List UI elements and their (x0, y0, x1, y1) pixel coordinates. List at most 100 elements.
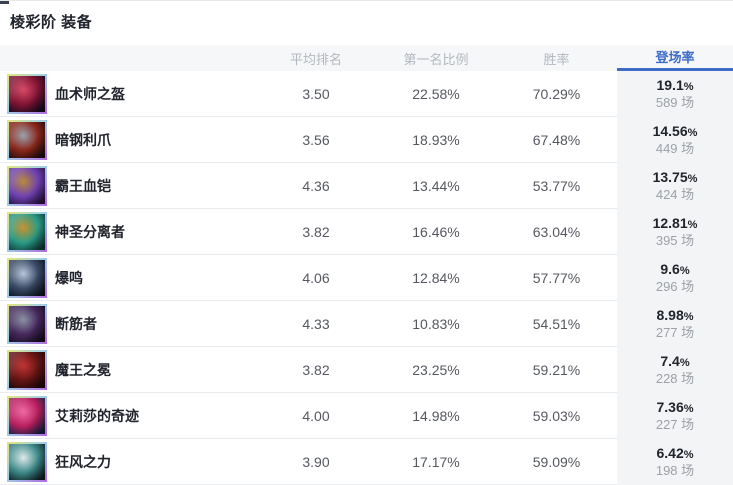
item-icon-art (9, 306, 45, 342)
first-rate-cell: 17.17% (412, 454, 460, 470)
item-icon (7, 212, 47, 252)
first-rate-cell: 14.98% (412, 408, 460, 424)
play-rate-cell: 13.75% 424 场 (617, 163, 733, 209)
item-name: 艾莉莎的奇迹 (55, 408, 139, 424)
play-rate-cell: 19.1% 589 场 (617, 71, 733, 117)
item-cell: 暗钢利爪 (0, 117, 256, 163)
item-icon-art (9, 260, 45, 296)
avg-rank-cell: 3.50 (302, 86, 330, 102)
play-rate-value: 7.4% (660, 352, 690, 369)
table-row[interactable]: 爆鸣 4.06 12.84% 57.77% 9.6% 296 场 (0, 255, 733, 301)
table-row[interactable]: 霸王血铠 4.36 13.44% 53.77% 13.75% 424 场 (0, 163, 733, 209)
column-header-item (0, 45, 256, 71)
item-cell: 狂风之力 (0, 439, 256, 485)
games-count: 277 场 (655, 325, 695, 341)
table-row[interactable]: 暗钢利爪 3.56 18.93% 67.48% 14.56% 449 场 (0, 117, 733, 163)
first-rate-cell: 10.83% (412, 316, 460, 332)
item-cell: 霸王血铠 (0, 163, 256, 209)
percent-sign: % (679, 356, 690, 369)
table-row[interactable]: 断筋者 4.33 10.83% 54.51% 8.98% 277 场 (0, 301, 733, 347)
corner-fragment (0, 1, 9, 4)
item-name: 霸王血铠 (55, 178, 111, 194)
win-rate-cell: 67.48% (532, 132, 581, 148)
first-rate-cell: 12.84% (412, 270, 460, 286)
games-count: 227 场 (655, 417, 695, 433)
play-rate-value: 9.6% (660, 260, 690, 277)
play-rate-value: 8.98% (656, 306, 694, 323)
table-body: 血术师之盔 3.50 22.58% 70.29% 19.1% 589 场 暗钢利… (0, 71, 733, 485)
win-rate-cell: 59.09% (532, 454, 581, 470)
win-rate-cell: 59.21% (532, 362, 581, 378)
item-name: 暗钢利爪 (55, 132, 111, 148)
avg-rank-cell: 3.82 (302, 362, 330, 378)
item-icon (7, 350, 47, 390)
games-count: 395 场 (655, 233, 695, 249)
win-rate-cell: 59.03% (532, 408, 581, 424)
column-header-avg-rank[interactable]: 平均排名 (289, 51, 342, 67)
table-row[interactable]: 血术师之盔 3.50 22.58% 70.29% 19.1% 589 场 (0, 71, 733, 117)
play-rate-value: 19.1% (656, 76, 694, 93)
table-row[interactable]: 狂风之力 3.90 17.17% 59.09% 6.42% 198 场 (0, 439, 733, 485)
play-rate-value: 7.36% (656, 398, 694, 415)
first-rate-cell: 22.58% (412, 86, 460, 102)
play-rate-cell: 8.98% 277 场 (617, 301, 733, 347)
table-row[interactable]: 魔王之冕 3.82 23.25% 59.21% 7.4% 228 场 (0, 347, 733, 393)
item-name: 爆鸣 (55, 270, 83, 286)
item-icon (7, 166, 47, 206)
item-icon (7, 258, 47, 298)
win-rate-cell: 63.04% (532, 224, 581, 240)
percent-sign: % (683, 310, 694, 323)
item-icon-art (9, 444, 45, 480)
play-rate-cell: 7.36% 227 场 (617, 393, 733, 439)
play-rate-cell: 7.4% 228 场 (617, 347, 733, 393)
page-title: 棱彩阶 装备 (10, 14, 93, 31)
percent-sign: % (683, 402, 694, 415)
item-icon-art (9, 352, 45, 388)
win-rate-cell: 57.77% (532, 270, 581, 286)
table-header: 平均排名 第一名比例 胜率 登场率 (0, 45, 733, 71)
win-rate-cell: 70.29% (532, 86, 581, 102)
column-header-first-rate[interactable]: 第一名比例 (403, 51, 469, 67)
percent-sign: % (687, 172, 698, 185)
games-count: 198 场 (655, 463, 695, 479)
item-cell: 爆鸣 (0, 255, 256, 301)
column-header-win-rate[interactable]: 胜率 (543, 51, 570, 67)
play-rate-value: 12.81% (652, 214, 698, 231)
avg-rank-cell: 4.00 (302, 408, 330, 424)
first-rate-cell: 23.25% (412, 362, 460, 378)
games-count: 589 场 (655, 95, 695, 111)
first-rate-cell: 13.44% (412, 178, 460, 194)
item-icon (7, 304, 47, 344)
item-icon-art (9, 76, 45, 112)
item-icon (7, 120, 47, 160)
table-row[interactable]: 神圣分离者 3.82 16.46% 63.04% 12.81% 395 场 (0, 209, 733, 255)
percent-sign: % (679, 264, 690, 277)
games-count: 228 场 (655, 371, 695, 387)
play-rate-value: 14.56% (652, 122, 698, 139)
item-icon-art (9, 122, 45, 158)
item-name: 血术师之盔 (55, 86, 125, 102)
play-rate-cell: 12.81% 395 场 (617, 209, 733, 255)
item-name: 神圣分离者 (55, 224, 125, 240)
column-header-play-rate[interactable]: 登场率 (617, 45, 733, 71)
play-rate-cell: 6.42% 198 场 (617, 439, 733, 485)
table-row[interactable]: 艾莉莎的奇迹 4.00 14.98% 59.03% 7.36% 227 场 (0, 393, 733, 439)
item-cell: 魔王之冕 (0, 347, 256, 393)
item-name: 狂风之力 (55, 454, 111, 470)
item-name: 断筋者 (55, 316, 97, 332)
play-rate-value: 13.75% (652, 168, 698, 185)
first-rate-cell: 16.46% (412, 224, 460, 240)
avg-rank-cell: 3.82 (302, 224, 330, 240)
first-rate-cell: 18.93% (412, 132, 460, 148)
item-icon-art (9, 214, 45, 250)
play-rate-cell: 14.56% 449 场 (617, 117, 733, 163)
item-icon-art (9, 168, 45, 204)
item-icon-art (9, 398, 45, 434)
win-rate-cell: 54.51% (532, 316, 581, 332)
percent-sign: % (683, 80, 694, 93)
percent-sign: % (687, 218, 698, 231)
percent-sign: % (687, 126, 698, 139)
avg-rank-cell: 3.90 (302, 454, 330, 470)
play-rate-cell: 9.6% 296 场 (617, 255, 733, 301)
avg-rank-cell: 3.56 (302, 132, 330, 148)
